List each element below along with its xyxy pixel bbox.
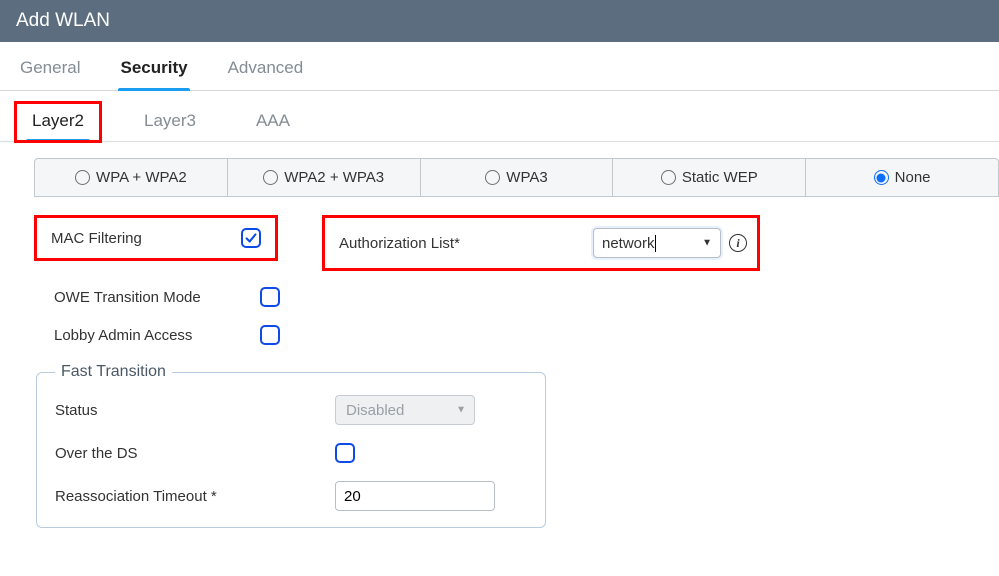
auth-list-value: network <box>602 235 656 252</box>
radio-wpa2-wpa3[interactable]: WPA2 + WPA3 <box>228 159 421 196</box>
auth-list-label: Authorization List* <box>339 235 593 252</box>
lobby-label: Lobby Admin Access <box>54 327 260 344</box>
tab-general[interactable]: General <box>18 58 82 90</box>
highlight-mac-filtering: MAC Filtering <box>34 215 278 261</box>
radio-icon <box>485 170 500 185</box>
mac-filtering-checkbox[interactable] <box>241 228 261 248</box>
subtab-layer2[interactable]: Layer2 <box>18 105 98 141</box>
auth-list-select[interactable]: network ▼ <box>593 228 721 258</box>
radio-none[interactable]: None <box>806 159 998 196</box>
chevron-down-icon: ▼ <box>456 405 466 416</box>
radio-label: None <box>895 169 931 186</box>
dialog-header: Add WLAN <box>0 0 999 42</box>
highlight-auth-list: Authorization List* network ▼ i <box>322 215 760 271</box>
owe-checkbox[interactable] <box>260 287 280 307</box>
ft-reassoc-input[interactable] <box>335 481 495 511</box>
security-mode-radio-group: WPA + WPA2 WPA2 + WPA3 WPA3 Static WEP N… <box>34 158 999 197</box>
radio-icon <box>874 170 889 185</box>
radio-label: Static WEP <box>682 169 758 186</box>
main-tab-bar: General Security Advanced <box>0 42 999 91</box>
radio-wpa3[interactable]: WPA3 <box>421 159 614 196</box>
radio-static-wep[interactable]: Static WEP <box>613 159 806 196</box>
fast-transition-legend: Fast Transition <box>55 363 172 381</box>
radio-label: WPA + WPA2 <box>96 169 187 186</box>
subtab-aaa[interactable]: AAA <box>242 105 304 141</box>
sub-tab-bar: Layer2 Layer3 AAA <box>0 105 999 142</box>
check-icon <box>244 231 258 245</box>
ft-status-label: Status <box>55 402 335 419</box>
info-icon[interactable]: i <box>729 234 747 252</box>
tab-security[interactable]: Security <box>118 58 189 90</box>
tab-advanced[interactable]: Advanced <box>226 58 306 90</box>
fast-transition-group: Fast Transition Status Disabled ▼ Over t… <box>36 363 546 528</box>
radio-icon <box>661 170 676 185</box>
radio-icon <box>75 170 90 185</box>
radio-label: WPA2 + WPA3 <box>284 169 384 186</box>
subtab-layer3[interactable]: Layer3 <box>130 105 210 141</box>
ft-reassoc-label: Reassociation Timeout * <box>55 488 335 505</box>
layer2-content: WPA + WPA2 WPA2 + WPA3 WPA3 Static WEP N… <box>0 142 999 528</box>
mac-filtering-label: MAC Filtering <box>51 230 241 247</box>
ft-over-ds-label: Over the DS <box>55 445 335 462</box>
chevron-down-icon: ▼ <box>702 238 712 249</box>
lobby-checkbox[interactable] <box>260 325 280 345</box>
radio-wpa-wpa2[interactable]: WPA + WPA2 <box>35 159 228 196</box>
ft-over-ds-checkbox[interactable] <box>335 443 355 463</box>
dialog-title: Add WLAN <box>16 10 110 31</box>
owe-label: OWE Transition Mode <box>54 289 260 306</box>
radio-icon <box>263 170 278 185</box>
ft-status-select[interactable]: Disabled ▼ <box>335 395 475 425</box>
radio-label: WPA3 <box>506 169 547 186</box>
ft-status-value: Disabled <box>346 402 404 419</box>
